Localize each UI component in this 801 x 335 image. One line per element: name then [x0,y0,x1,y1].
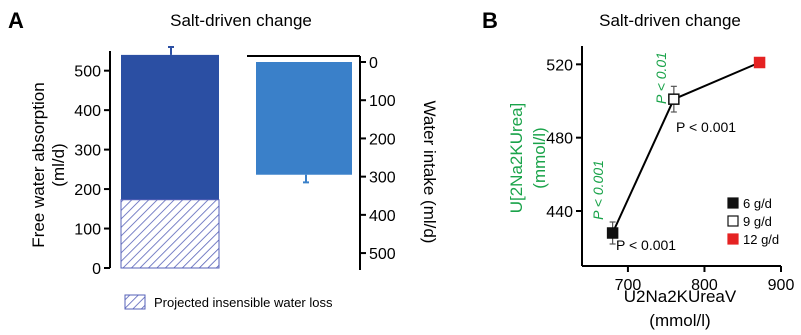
right-axis-tick-label: 500 [369,246,396,263]
right-axis-tick-label: 200 [369,131,396,148]
right-axis-label: Water intake (ml/d) [420,101,439,244]
left-axis-tick-label: 0 [92,261,101,278]
x-axis-label-line2: (mmol/l) [649,311,710,330]
left-axis-tick-label: 200 [74,182,101,199]
left-axis-tick-label: 400 [74,103,101,120]
right-y-axis: 0 100 200 300 400 500 [247,55,396,270]
y-axis-label-line1: U[2Na2KUrea] [507,103,526,214]
annotation-p-black-low: P < 0.001 [616,237,676,253]
right-axis-tick-label: 100 [369,93,396,110]
bar-insensible-water-loss [120,199,220,269]
left-axis-tick-label: 300 [74,143,101,160]
y-axis-tick-label: 480 [546,131,573,148]
panel-b-label: B [482,8,498,33]
bars [120,46,352,269]
panel-a: A Salt-driven change 0 100 200 300 400 500 0 1… [8,8,439,310]
bar-water-intake [256,62,352,175]
right-axis-tick-label: 0 [369,55,378,72]
legend-label: 9 g/d [743,214,772,229]
panel-b-legend: 6 g/d 9 g/d 12 g/d [727,196,779,247]
annotation-p-black-high: P < 0.001 [676,119,736,135]
legend-label: Projected insensible water loss [154,295,333,310]
panel-b-title: Salt-driven change [599,11,741,30]
left-axis-label-line2: (ml/d) [49,143,68,186]
legend-hatch-swatch [124,294,146,310]
y-axis-label-line2: (mmol/l) [530,127,549,188]
panel-a-title: Salt-driven change [170,11,312,30]
y-axis-tick-label: 440 [546,204,573,221]
legend-label: 12 g/d [743,232,779,247]
legend-swatch [727,197,739,209]
data-point [606,227,619,239]
legend-swatch [727,233,739,245]
annotation-p-green-high: P < 0.01 [653,52,669,104]
right-axis-tick-label: 400 [369,208,396,225]
legend-label: 6 g/d [743,196,772,211]
data-point [753,56,766,69]
legend-swatch [727,215,739,227]
right-axis-tick-label: 300 [369,170,396,187]
x-axis-label-line1: U2Na2KUreaV [624,287,737,306]
panel-b-axes: 440 480 520 700 800 900 [546,46,794,294]
bar-free-water-absorption [121,54,219,200]
left-axis-label-line1: Free water absorption [29,82,48,247]
panel-b-series [606,56,766,245]
x-axis-tick-label: 800 [691,277,718,294]
x-axis-tick-label: 900 [768,277,795,294]
x-axis-tick-label: 700 [615,277,642,294]
left-axis-tick-label: 100 [74,222,101,239]
left-axis-tick-label: 500 [74,64,101,81]
annotation-p-green-low: P < 0.001 [590,160,606,220]
left-y-axis: 0 100 200 300 400 500 [74,51,111,278]
panel-a-label: A [8,8,24,33]
data-point [668,93,680,105]
y-axis-tick-label: 520 [546,57,573,74]
